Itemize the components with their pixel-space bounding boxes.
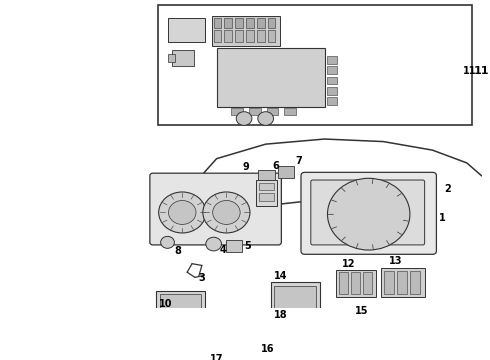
Bar — [381, 268, 425, 297]
Bar — [336, 270, 375, 297]
Bar — [259, 183, 274, 190]
Bar — [327, 97, 337, 105]
Text: 10: 10 — [159, 299, 172, 309]
Bar — [217, 48, 324, 107]
Bar — [172, 50, 194, 66]
Circle shape — [169, 201, 196, 224]
Circle shape — [327, 178, 410, 250]
Bar — [246, 30, 254, 42]
Text: 11: 11 — [463, 66, 477, 76]
Text: 7: 7 — [295, 156, 302, 166]
Circle shape — [203, 192, 250, 233]
Text: 15: 15 — [355, 306, 368, 316]
Bar — [249, 108, 261, 115]
Text: 13: 13 — [389, 256, 402, 266]
Text: 12: 12 — [343, 259, 356, 269]
Bar — [226, 240, 242, 252]
Bar — [274, 286, 316, 315]
Bar — [235, 30, 243, 42]
Bar — [168, 54, 175, 62]
Text: 11: 11 — [474, 66, 490, 76]
Text: 14: 14 — [273, 271, 287, 281]
Bar — [349, 317, 398, 352]
Bar — [397, 270, 407, 294]
Bar — [327, 56, 337, 64]
Bar — [256, 180, 277, 206]
Bar — [339, 272, 348, 294]
Bar — [351, 272, 360, 294]
Bar — [214, 18, 221, 28]
Text: 1: 1 — [439, 213, 446, 224]
Bar — [235, 18, 243, 28]
Bar — [258, 170, 275, 180]
Bar — [212, 16, 280, 46]
Bar — [268, 30, 275, 42]
Bar — [259, 193, 274, 201]
Text: 2: 2 — [444, 184, 451, 194]
Circle shape — [159, 192, 206, 233]
Bar — [270, 283, 319, 318]
Bar — [353, 320, 394, 349]
Bar — [156, 291, 205, 327]
Bar — [410, 270, 420, 294]
Text: 8: 8 — [174, 246, 181, 256]
Bar — [363, 272, 371, 294]
Bar — [257, 30, 265, 42]
Bar — [327, 67, 337, 74]
Bar — [271, 321, 301, 340]
FancyBboxPatch shape — [311, 180, 425, 245]
Bar — [267, 108, 278, 115]
FancyBboxPatch shape — [301, 172, 437, 254]
Circle shape — [236, 112, 252, 125]
Bar — [158, 5, 472, 125]
Text: 5: 5 — [245, 241, 251, 251]
Bar — [278, 166, 294, 178]
Bar — [168, 18, 205, 42]
Bar — [284, 108, 296, 115]
Bar — [246, 18, 254, 28]
Bar — [224, 18, 232, 28]
Text: 17: 17 — [210, 354, 223, 360]
Bar — [214, 30, 221, 42]
Bar — [384, 270, 394, 294]
FancyBboxPatch shape — [150, 173, 281, 245]
Bar — [268, 18, 275, 28]
Bar — [160, 294, 201, 324]
Bar — [257, 18, 265, 28]
Bar — [224, 30, 232, 42]
Circle shape — [161, 237, 174, 248]
Circle shape — [258, 112, 273, 125]
Text: 6: 6 — [272, 161, 279, 171]
Text: 9: 9 — [243, 162, 249, 172]
Bar — [327, 87, 337, 95]
Bar — [327, 77, 337, 84]
Text: 16: 16 — [261, 344, 274, 354]
Circle shape — [206, 237, 221, 251]
Circle shape — [213, 201, 240, 224]
Text: 4: 4 — [220, 245, 227, 255]
Bar — [231, 108, 243, 115]
Text: 3: 3 — [198, 273, 205, 283]
Circle shape — [257, 347, 270, 359]
Text: 18: 18 — [273, 310, 287, 320]
